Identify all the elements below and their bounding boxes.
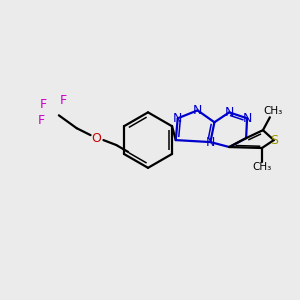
Text: N: N [206,136,215,148]
Text: N: N [173,112,182,125]
Text: N: N [193,104,202,117]
Text: N: N [225,106,234,119]
Text: N: N [242,112,252,125]
Text: F: F [38,114,45,127]
Text: CH₃: CH₃ [263,106,283,116]
Text: CH₃: CH₃ [252,162,272,172]
Text: O: O [92,132,101,145]
Text: F: F [39,98,46,111]
Text: S: S [270,134,278,147]
Text: F: F [59,94,66,107]
